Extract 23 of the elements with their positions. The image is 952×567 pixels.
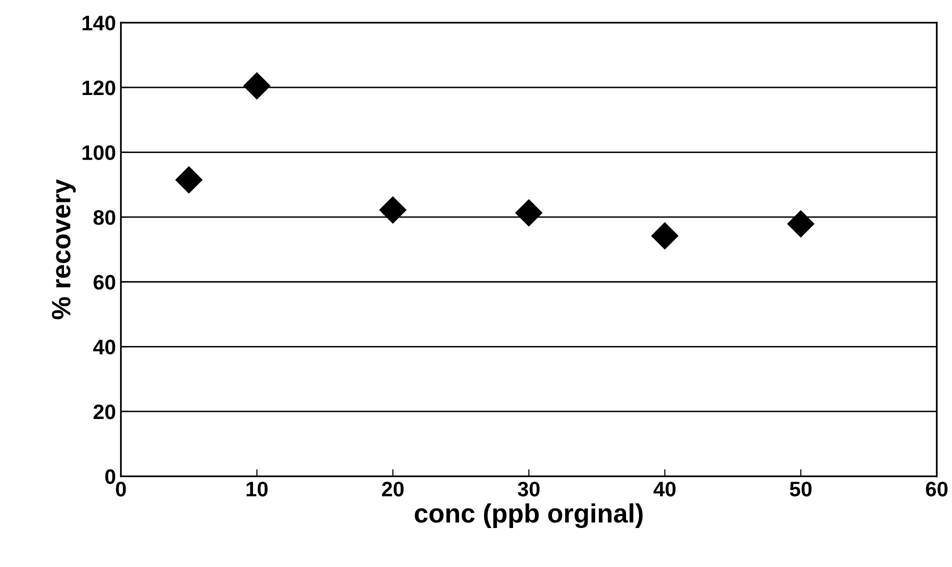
y-tick-label: 20	[94, 404, 116, 420]
point	[515, 199, 542, 226]
x-tick-label: 40	[654, 482, 676, 496]
x-tick-label: 60	[926, 482, 948, 496]
y-tick-label: 140	[82, 16, 116, 30]
point	[787, 210, 814, 238]
x-axis-title: conc (ppb orginal)	[414, 503, 643, 528]
y-tick-label: 60	[94, 274, 116, 290]
x-tick-label: 10	[246, 482, 268, 496]
y-axis-title: % recovery	[52, 179, 76, 320]
y-tick-label: 80	[94, 210, 116, 225]
point	[243, 72, 270, 100]
point	[175, 166, 202, 194]
x-tick-label: 20	[382, 482, 404, 496]
point	[379, 196, 406, 224]
y-tick-label: 40	[93, 340, 116, 354]
x-tick-label: 0	[116, 482, 126, 496]
y-tick-label: 100	[82, 145, 116, 160]
y-tick-label: 120	[82, 80, 116, 96]
x-tick-label: 30	[518, 482, 540, 496]
y-tick-label: 0	[105, 469, 116, 484]
point	[651, 222, 678, 250]
x-tick-label: 50	[790, 482, 812, 496]
